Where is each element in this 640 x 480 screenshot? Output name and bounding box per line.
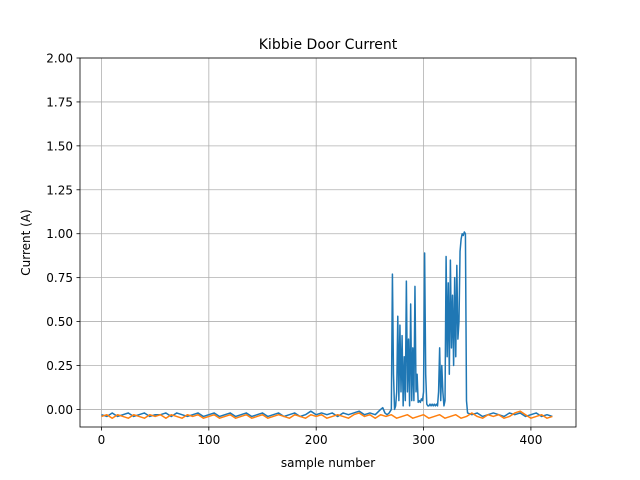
- y-tick-label: 0.25: [46, 359, 73, 373]
- y-tick-label: 0.00: [46, 403, 73, 417]
- series-layer: [101, 231, 553, 419]
- x-tick-label: 300: [412, 433, 435, 447]
- x-axis-label: sample number: [281, 456, 375, 470]
- y-tick-label: 1.50: [46, 139, 73, 153]
- chart-title: Kibbie Door Current: [259, 37, 398, 53]
- y-axis-label: Current (A): [19, 209, 33, 275]
- y-tick-label: 1.75: [46, 95, 73, 109]
- y-tick-label: 1.25: [46, 183, 73, 197]
- x-tick-label: 200: [305, 433, 328, 447]
- x-tick-label: 0: [98, 433, 106, 447]
- y-axis-ticks: 0.00 0.25 0.50 0.75 1.00 1.25 1.50 1.75 2.00: [46, 52, 80, 417]
- plot-frame: [79, 57, 577, 428]
- series-line-1: [101, 231, 553, 418]
- y-tick-label: 1.00: [46, 227, 73, 241]
- y-tick-label: 0.50: [46, 315, 73, 329]
- x-tick-label: 400: [519, 433, 542, 447]
- x-axis-ticks: 0 100 200 300 400: [98, 427, 542, 447]
- x-tick-label: 100: [197, 433, 220, 447]
- y-tick-label: 2.00: [46, 52, 73, 66]
- plot-area: [80, 58, 576, 427]
- series-line-2: [101, 410, 553, 419]
- y-tick-label: 0.75: [46, 271, 73, 285]
